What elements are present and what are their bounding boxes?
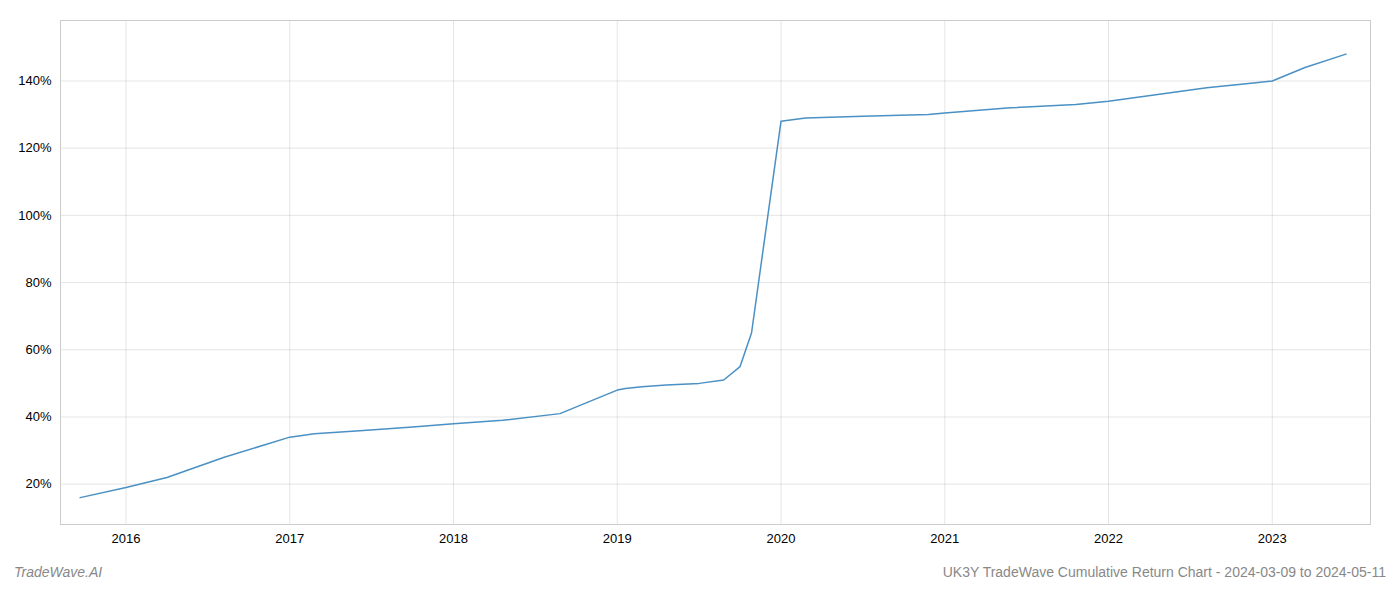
svg-text:2023: 2023 (1258, 531, 1287, 546)
svg-text:2020: 2020 (767, 531, 796, 546)
html-text:UK3Y TradeWave Cumulative Retu: UK3Y TradeWave Cumulative Return Chart -… (942, 564, 1386, 580)
svg-text:40%: 40% (25, 409, 51, 424)
svg-text:2021: 2021 (930, 531, 959, 546)
svg-text:80%: 80% (25, 275, 51, 290)
svg-text:2018: 2018 (439, 531, 468, 546)
svg-text:60%: 60% (25, 342, 51, 357)
svg-text:2022: 2022 (1094, 531, 1123, 546)
svg-text:2017: 2017 (275, 531, 304, 546)
svg-text:2019: 2019 (603, 531, 632, 546)
svg-text:20%: 20% (25, 476, 51, 491)
svg-text:2016: 2016 (112, 531, 141, 546)
svg-text:100%: 100% (18, 208, 52, 223)
svg-text:120%: 120% (18, 140, 52, 155)
svg-text:140%: 140% (18, 73, 52, 88)
html-text:TradeWave.AI: TradeWave.AI (14, 564, 103, 580)
